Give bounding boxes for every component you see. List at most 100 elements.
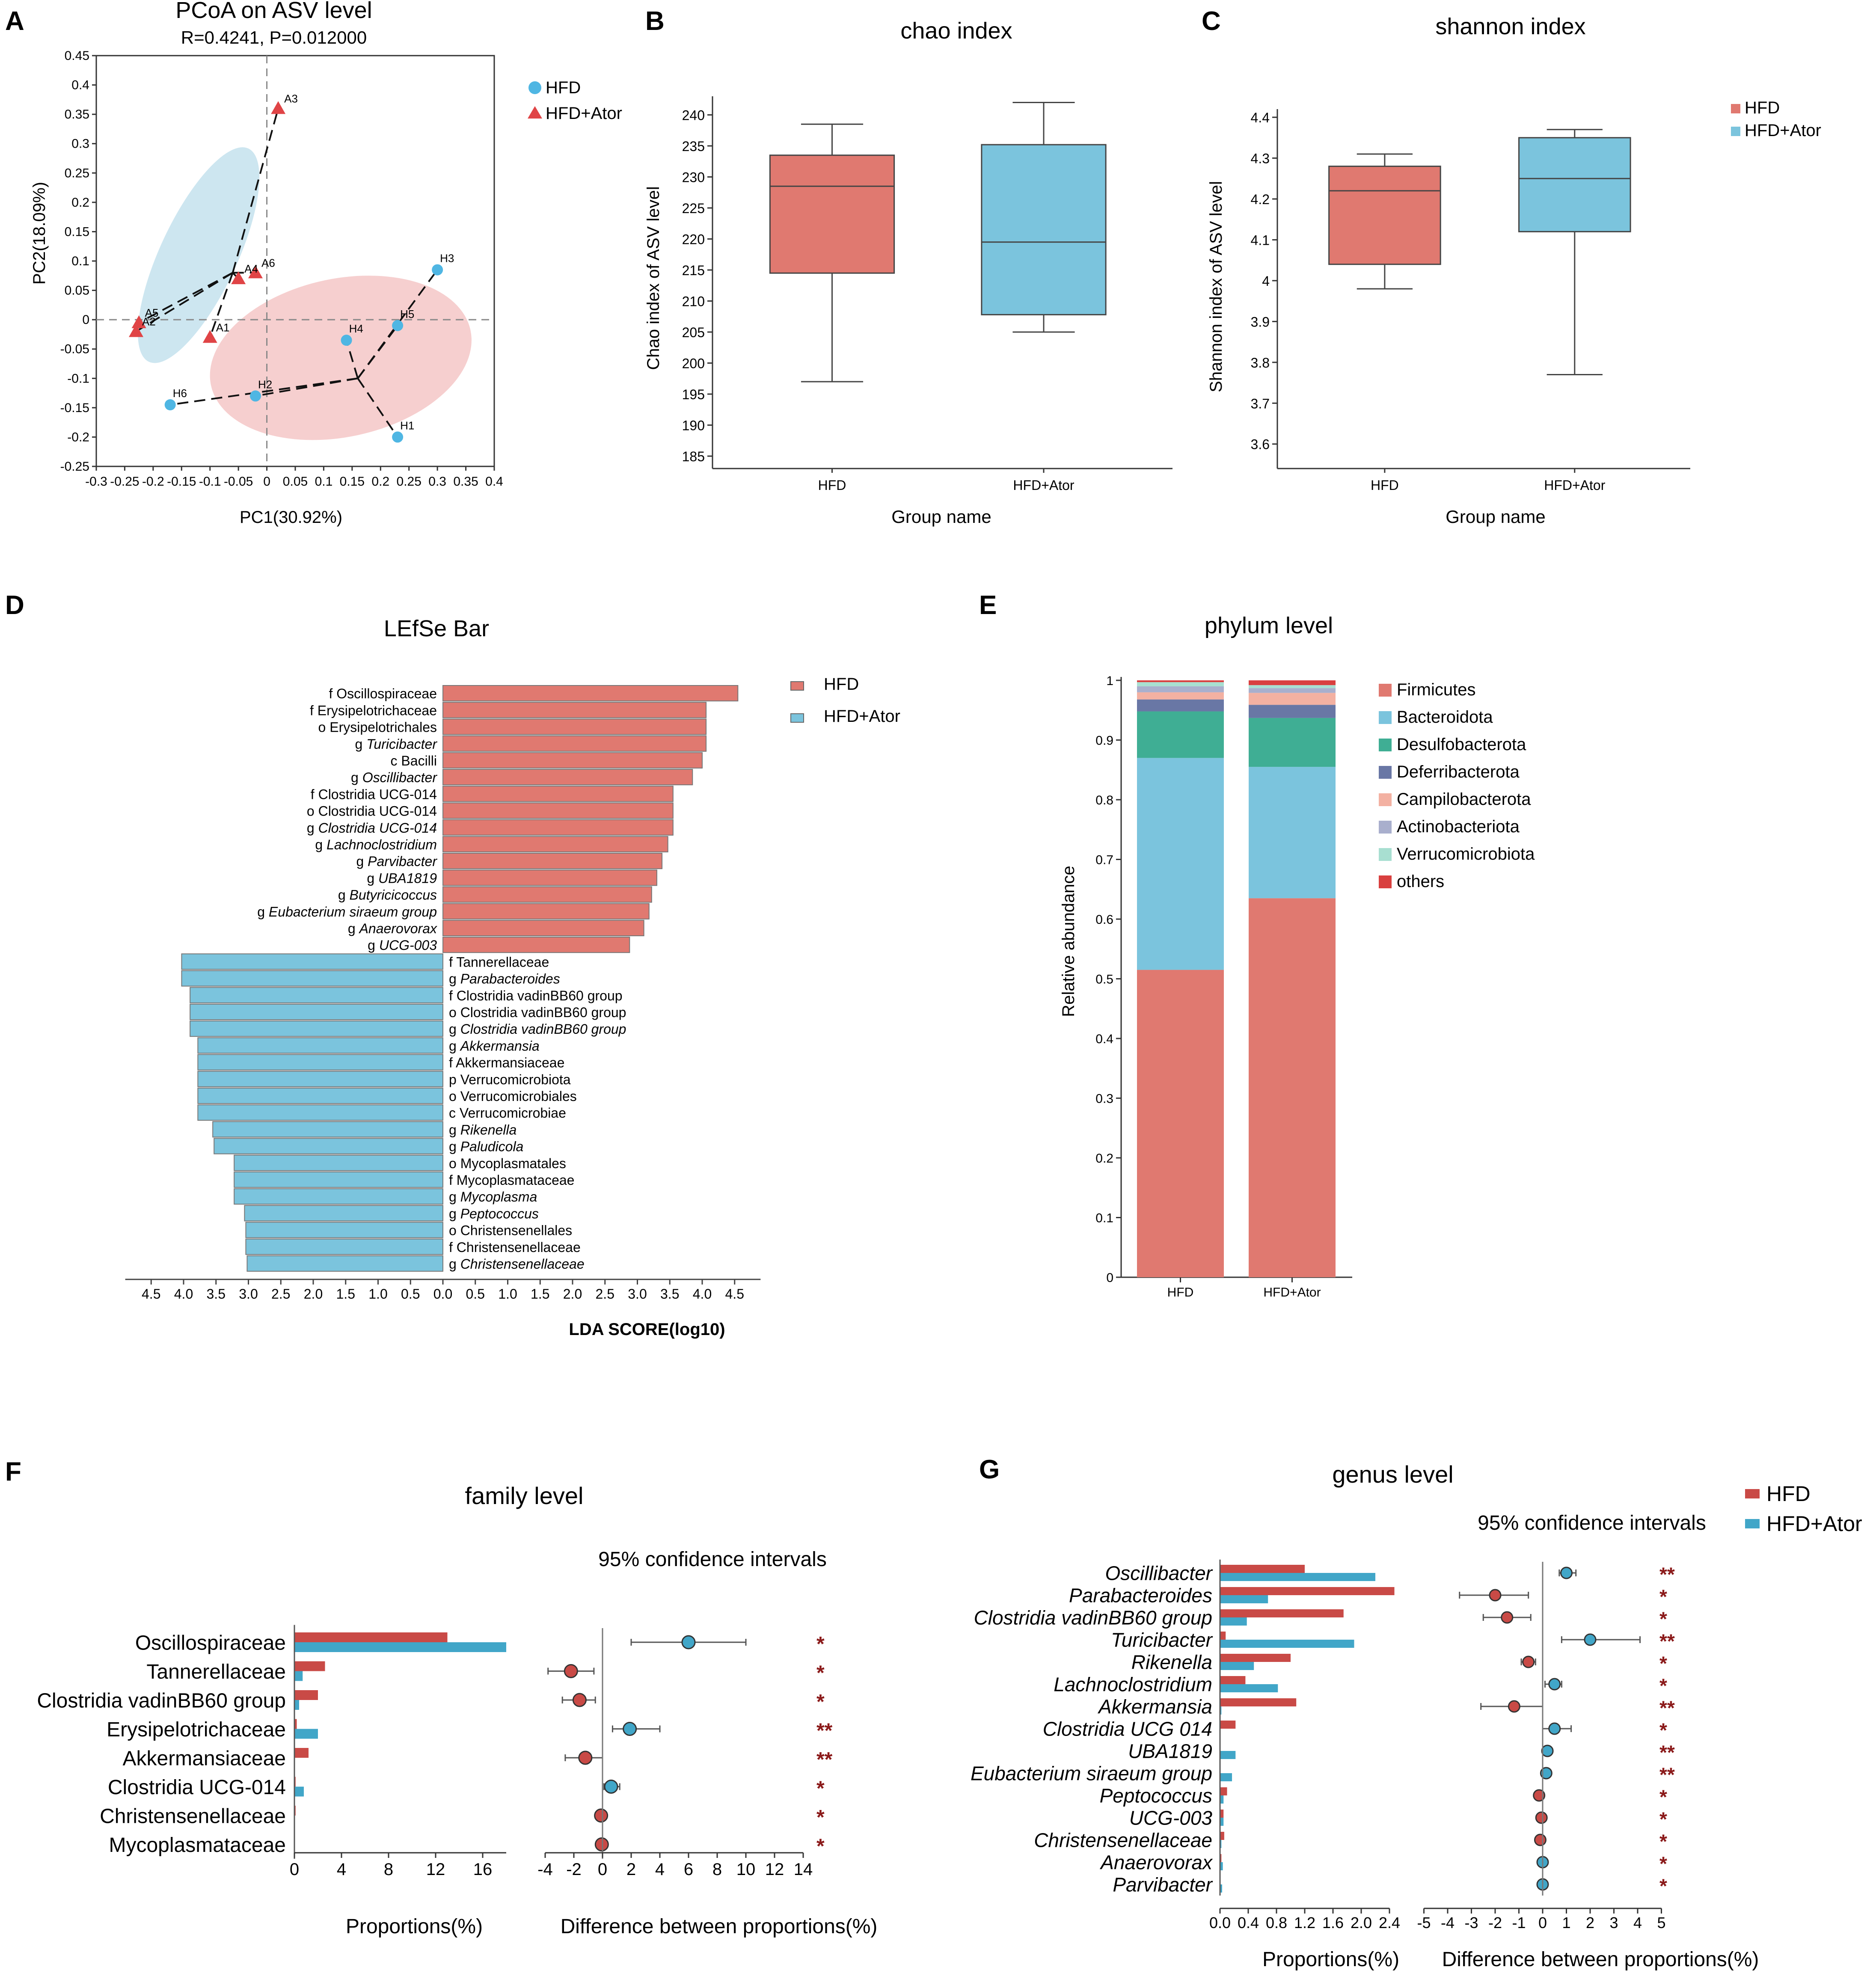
genus-legend-ator: HFD+Ator	[1766, 1512, 1862, 1536]
phylum-y-tick-label: 0.6	[1095, 913, 1113, 927]
genus-right-tick-label: -5	[1417, 1914, 1431, 1931]
lefse-bar-ator	[214, 1138, 443, 1154]
lefse-bar-hfd	[442, 718, 707, 735]
phylum-group-label: HFD+Ator	[1263, 1285, 1321, 1300]
genus-sig-mark: *	[1659, 1830, 1667, 1852]
pcoa-spider-line	[345, 340, 359, 379]
lefse-label-ator: g Christensenellaceae	[449, 1256, 585, 1272]
genus-bar-ator	[1220, 1684, 1278, 1692]
pcoa-y-tick-label: 0.45	[65, 49, 89, 63]
phylum-legend-label: Actinobacteriota	[1397, 817, 1520, 836]
phylum-segment	[1137, 680, 1224, 682]
lefse-label-hfd: o Erysipelotrichales	[318, 720, 437, 735]
genus-sig-mark: *	[1659, 1808, 1667, 1830]
genus-diff-point	[1540, 1767, 1552, 1780]
shannon-panel: shannon index Shannon index of ASV level…	[1207, 14, 1821, 527]
phylum-legend-swatch	[1379, 766, 1392, 779]
lefse-bar-ator	[245, 1238, 443, 1255]
chao-group-label: HFD+Ator	[1013, 478, 1074, 493]
family-title: family level	[465, 1482, 584, 1509]
genus-sig-mark: **	[1659, 1763, 1675, 1786]
lefse-legend-ator: HFD+Ator	[824, 707, 900, 726]
shannon-y-label: Shannon index of ASV level	[1207, 181, 1226, 392]
lefse-label-hfd: g Eubacterium siraeum group	[257, 904, 437, 920]
genus-row-label: Oscillibacter	[1105, 1562, 1213, 1584]
lefse-label-hfd: g Anaerovorax	[348, 921, 437, 936]
phylum-segment	[1249, 680, 1336, 685]
pcoa-legend-hfd: HFD	[546, 78, 581, 97]
pcoa-point-label: H5	[400, 308, 414, 320]
shannon-box	[1328, 166, 1441, 265]
lefse-label-hfd: g Lachnoclostridium	[315, 837, 437, 852]
genus-x-label-right: Difference between proportions(%)	[1442, 1948, 1759, 1971]
pcoa-y-tick-label: 0.35	[65, 107, 89, 122]
family-right-tick-label: 0	[598, 1860, 607, 1879]
family-right-tick-label: 6	[684, 1860, 693, 1879]
lefse-x-tick-label: 2.0	[304, 1286, 323, 1302]
shannon-y-tick-label: 4.2	[1251, 192, 1270, 207]
lefse-label-hfd: f Oscillospiraceae	[329, 686, 437, 701]
genus-legend-ator-swatch	[1745, 1519, 1760, 1528]
lefse-bar-hfd	[442, 786, 674, 802]
family-row-label: Clostridia UCG-014	[108, 1776, 286, 1799]
genus-row-label: Akkermansia	[1097, 1696, 1212, 1718]
lefse-bar-ator	[197, 1054, 443, 1071]
genus-left-tick-label: 1.2	[1294, 1914, 1315, 1931]
phylum-legend-swatch	[1379, 793, 1392, 806]
lefse-label-hfd: g Turicibacter	[355, 736, 438, 752]
family-right-tick-label: 10	[736, 1860, 756, 1879]
pcoa-y-tick-label: 0.05	[65, 284, 89, 298]
phylum-segment	[1249, 718, 1336, 767]
pcoa-x-tick-label: -0.2	[142, 475, 164, 489]
genus-bar-ator	[1220, 1706, 1222, 1715]
lefse-label-hfd: g Clostridia UCG-014	[307, 820, 437, 836]
genus-diff-point	[1534, 1834, 1547, 1846]
lefse-legend-hfd: HFD	[824, 675, 859, 694]
chao-y-tick-label: 205	[682, 325, 705, 340]
pcoa-point-ator	[231, 271, 246, 285]
phylum-segment	[1137, 699, 1224, 712]
genus-bar-hfd	[1220, 1721, 1236, 1729]
shannon-box	[1518, 137, 1631, 232]
lefse-label-hfd: g UBA1819	[367, 870, 437, 886]
lefse-label-hfd: g UCG-003	[368, 938, 437, 953]
pcoa-spider-line	[357, 378, 398, 438]
pcoa-y-tick-label: 0.1	[71, 254, 89, 268]
genus-left-tick-label: 0.4	[1238, 1914, 1259, 1931]
pcoa-point-ator	[131, 315, 146, 328]
chao-y-tick-label: 200	[682, 356, 705, 371]
family-sig-mark: **	[816, 1748, 833, 1771]
lefse-label-ator: g Mycoplasma	[449, 1189, 537, 1205]
genus-bar-hfd	[1220, 1654, 1291, 1662]
chao-y-tick-label: 240	[682, 108, 705, 123]
lefse-label-ator: g Clostridia vadinBB60 group	[449, 1021, 626, 1037]
family-left-tick-label: 0	[290, 1860, 299, 1879]
genus-sig-mark: *	[1659, 1585, 1667, 1608]
family-right-tick-label: 4	[655, 1860, 665, 1879]
genus-right-tick-label: -1	[1512, 1914, 1526, 1931]
pcoa-point-label: H1	[400, 419, 414, 432]
genus-row-label: Parvibacter	[1113, 1874, 1213, 1896]
pcoa-y-tick-label: -0.25	[60, 460, 89, 474]
phylum-legend-label: Bacteroidota	[1397, 708, 1493, 727]
genus-diff-point	[1522, 1656, 1535, 1668]
family-left-tick-label: 12	[426, 1860, 445, 1879]
lefse-label-hfd: f Clostridia UCG-014	[311, 786, 437, 802]
phylum-y-tick-label: 0.4	[1095, 1032, 1113, 1046]
genus-row-label: Anaerovorax	[1099, 1851, 1213, 1874]
genus-bar-hfd	[1220, 1787, 1227, 1795]
phylum-y-tick-label: 0.5	[1095, 973, 1113, 987]
lefse-bar-hfd	[442, 903, 650, 920]
lefse-x-tick-label: 3.0	[239, 1286, 258, 1302]
lefse-x-tick-label: 1.0	[498, 1286, 517, 1302]
phylum-segment	[1137, 970, 1224, 1277]
shannon-title: shannon index	[1435, 14, 1585, 39]
chao-y-tick-label: 225	[682, 201, 705, 216]
family-row-label: Tannerellaceae	[146, 1661, 286, 1683]
pcoa-x-tick-label: 0.05	[283, 475, 308, 489]
phylum-segment	[1137, 682, 1224, 686]
pcoa-point-label: A4	[244, 262, 258, 275]
genus-right-tick-label: -4	[1441, 1914, 1454, 1931]
pcoa-x-tick-label: -0.05	[224, 475, 253, 489]
